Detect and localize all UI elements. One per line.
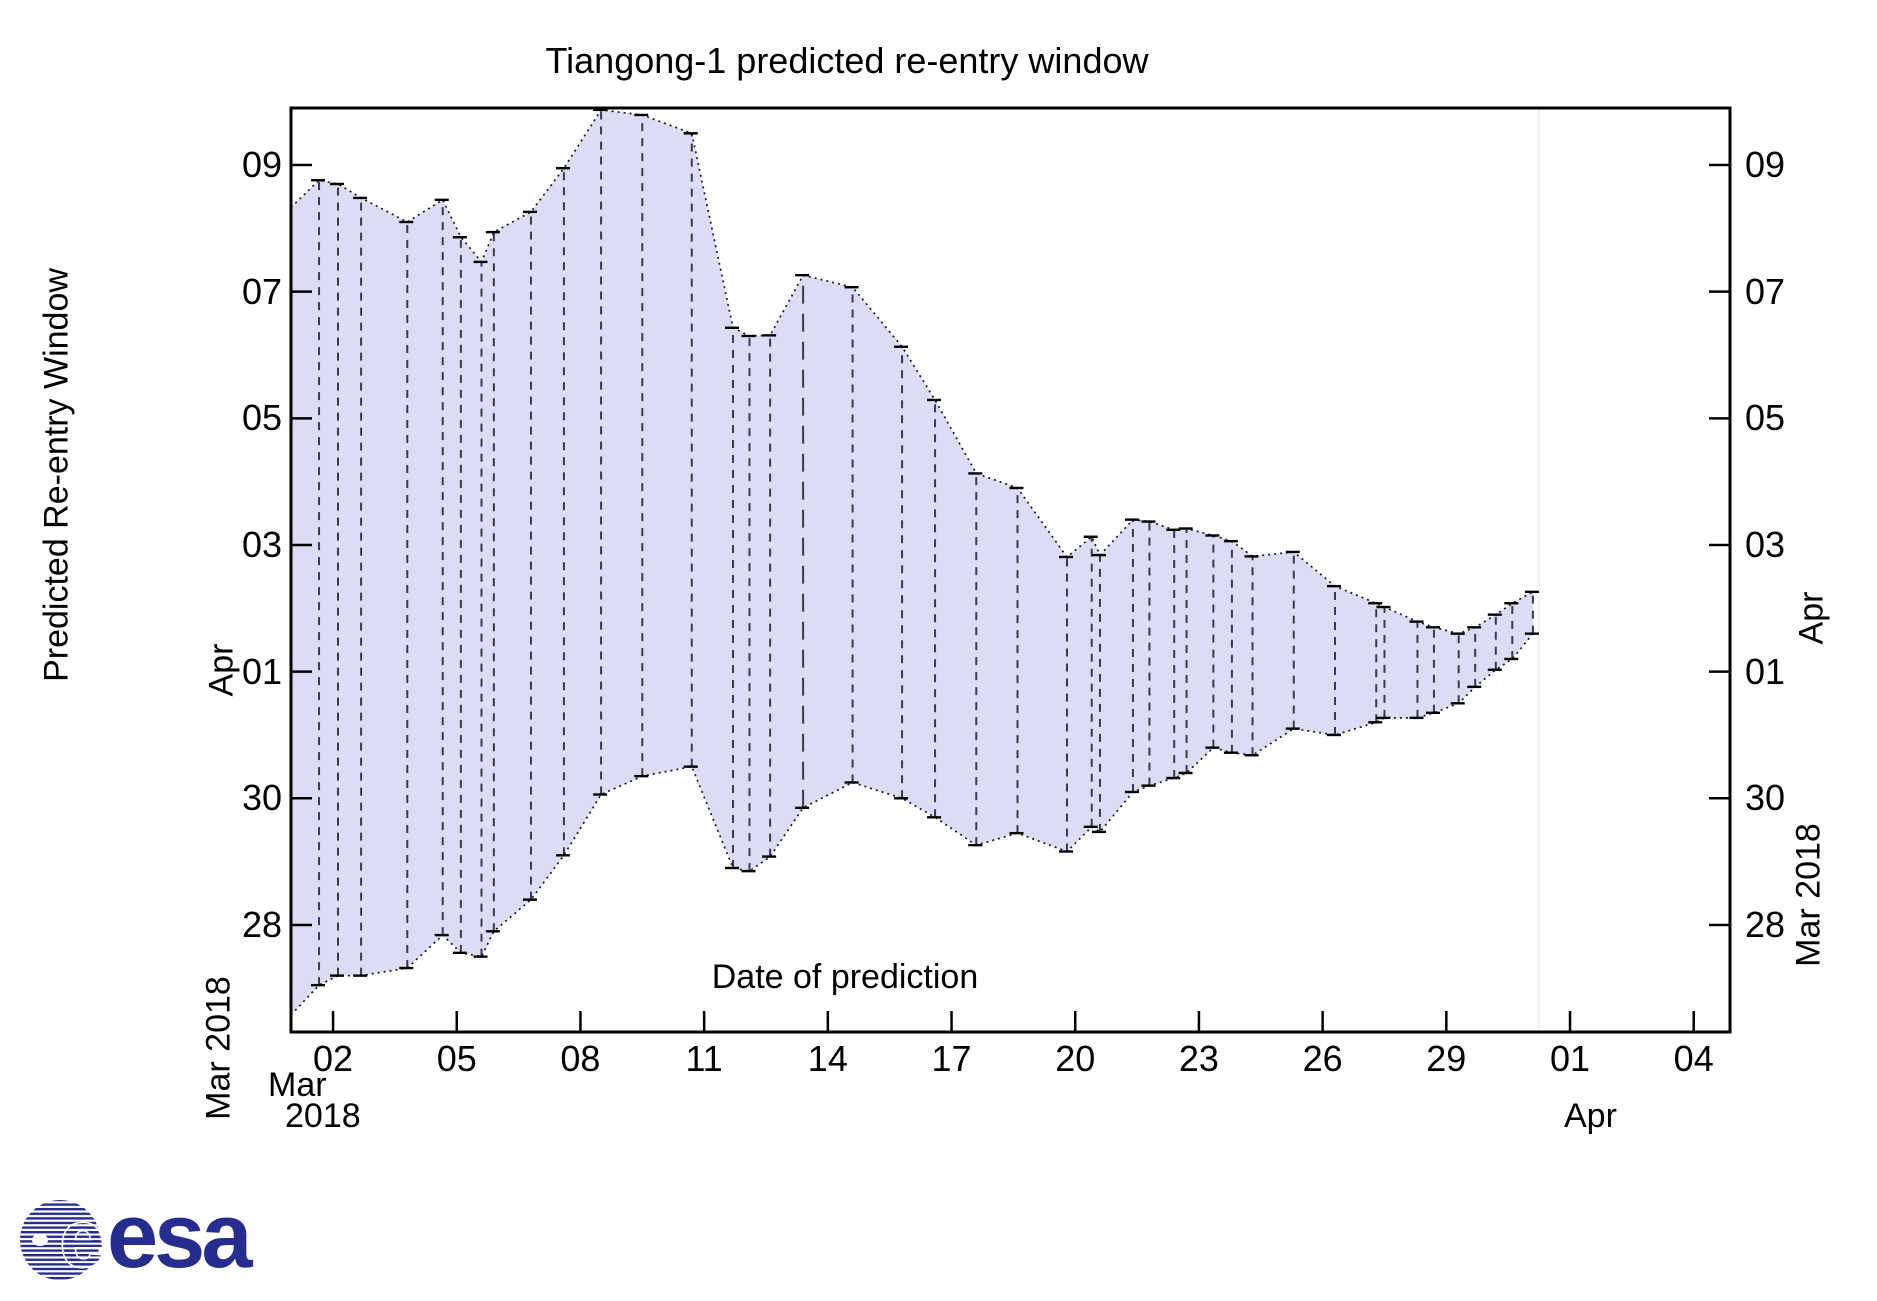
y-tick-label-left: 01 <box>241 650 282 692</box>
x-tick-label: 01 <box>1549 1038 1591 1079</box>
x-axis-start-year: 2018 <box>285 1097 361 1135</box>
window-bound-caps <box>311 108 1539 987</box>
plot-border <box>289 106 1732 1034</box>
x-tick-label: 29 <box>1426 1038 1467 1079</box>
x-tick-label: 20 <box>1055 1038 1096 1079</box>
axis-tick-marks <box>292 163 1729 1031</box>
x-tick-label: 08 <box>560 1038 601 1079</box>
esa-wordmark: esa <box>107 1185 253 1287</box>
esa-globe-window <box>32 1234 48 1246</box>
y-tick-label-right: 28 <box>1745 903 1786 945</box>
y-tick-label-left: 30 <box>241 777 282 819</box>
x-tick-label: 04 <box>1673 1038 1714 1079</box>
x-axis-start-month: Mar <box>268 1066 327 1104</box>
x-tick-label: 17 <box>931 1038 972 1079</box>
x-tick-label: 11 <box>685 1038 723 1079</box>
x-tick-label: 23 <box>1178 1038 1219 1079</box>
reentry-window-band <box>291 109 1533 1015</box>
prediction-window-verticals <box>318 109 1534 986</box>
x-tick-label: 02 <box>313 1038 354 1079</box>
y-tick-label-right: 07 <box>1745 270 1786 312</box>
y-tick-label-right: 01 <box>1745 650 1786 692</box>
y-tick-label-right: 03 <box>1745 523 1786 565</box>
chart-title: Tiangong-1 predicted re-entry window <box>545 40 1149 81</box>
esa-globe-icon <box>20 1200 100 1280</box>
y-tick-label-left: 07 <box>241 270 282 312</box>
x-axis-title: Date of prediction <box>711 958 979 996</box>
x-tick-label: 26 <box>1302 1038 1343 1079</box>
upper-envelope <box>290 108 1534 635</box>
plot-frame <box>289 106 1732 1034</box>
y-tick-label-left: 03 <box>241 523 282 565</box>
y-tick-label-left: 09 <box>241 143 282 185</box>
esa-logo: e esa <box>20 1185 257 1287</box>
y-tick-label-right: 30 <box>1745 777 1786 819</box>
y-tick-label-left: 28 <box>241 903 282 945</box>
y-tick-label-right: 05 <box>1745 397 1786 439</box>
reentry-window-fill <box>291 109 1533 1015</box>
y-tick-label-right: 09 <box>1745 143 1786 185</box>
y-tick-label-left: 05 <box>241 397 282 439</box>
x-tick-label: 05 <box>436 1038 477 1079</box>
x-axis-end-month: Apr <box>1564 1097 1617 1135</box>
x-tick-label: 14 <box>807 1038 848 1079</box>
esa-globe-letter: e <box>60 1194 105 1283</box>
